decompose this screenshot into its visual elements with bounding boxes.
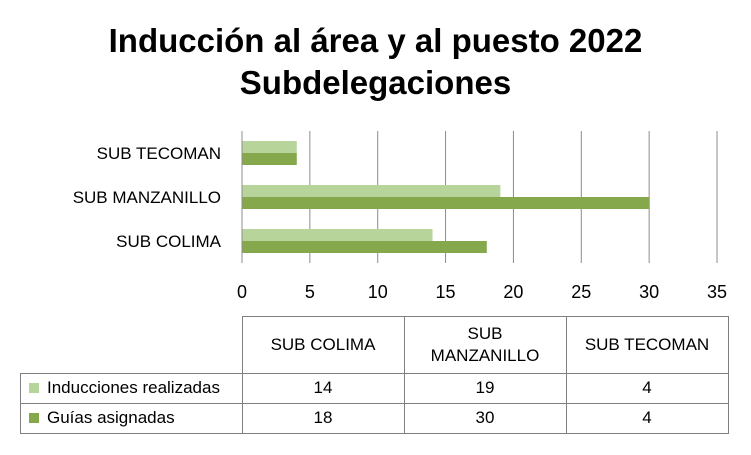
legend-key-guias bbox=[29, 413, 39, 423]
chart-title: Inducción al área y al puesto 2022 Subde… bbox=[0, 20, 751, 104]
table-row: Inducciones realizadas 14 19 4 bbox=[20, 372, 729, 404]
x-tick-label: 0 bbox=[237, 282, 247, 302]
table-row-label-text: Inducciones realizadas bbox=[47, 378, 220, 397]
y-category-label: SUB COLIMA bbox=[116, 232, 222, 251]
table-row-label-guias: Guías asignadas bbox=[20, 402, 243, 434]
table-cell: 19 bbox=[403, 372, 567, 404]
x-tick-label: 25 bbox=[571, 282, 591, 302]
y-category-label: SUB TECOMAN bbox=[97, 144, 221, 163]
bar bbox=[242, 141, 297, 153]
x-tick-label: 10 bbox=[368, 282, 388, 302]
table-cell: 30 bbox=[403, 402, 567, 434]
table-header-colima: SUB COLIMA bbox=[241, 316, 405, 374]
table-row-label-inducciones: Inducciones realizadas bbox=[20, 372, 243, 404]
x-tick-label: 15 bbox=[436, 282, 456, 302]
x-tick-label: 35 bbox=[707, 282, 727, 302]
bar bbox=[242, 153, 297, 165]
x-tick-label: 5 bbox=[305, 282, 315, 302]
table-cell: 18 bbox=[241, 402, 405, 434]
table-header-row: SUB COLIMA SUB MANZANILLO SUB TECOMAN bbox=[20, 316, 729, 374]
x-tick-label: 30 bbox=[639, 282, 659, 302]
table-cell: 14 bbox=[241, 372, 405, 404]
y-category-label: SUB MANZANILLO bbox=[73, 188, 221, 207]
data-table: SUB COLIMA SUB MANZANILLO SUB TECOMAN In… bbox=[20, 316, 729, 434]
chart-title-line1: Inducción al área y al puesto 2022 bbox=[108, 22, 643, 59]
bar bbox=[242, 241, 487, 253]
bar bbox=[242, 185, 501, 197]
table-header-tecoman: SUB TECOMAN bbox=[565, 316, 729, 374]
table-corner bbox=[20, 316, 243, 374]
table-row: Guías asignadas 18 30 4 bbox=[20, 402, 729, 434]
table-cell: 4 bbox=[565, 402, 729, 434]
bar bbox=[242, 197, 650, 209]
table-header-manzanillo: SUB MANZANILLO bbox=[403, 316, 567, 374]
chart-title-line2: Subdelegaciones bbox=[239, 64, 512, 101]
table-cell: 4 bbox=[565, 372, 729, 404]
legend-key-inducciones bbox=[29, 383, 39, 393]
x-tick-label: 20 bbox=[503, 282, 523, 302]
table-row-label-text: Guías asignadas bbox=[47, 408, 175, 427]
bar bbox=[242, 229, 433, 241]
